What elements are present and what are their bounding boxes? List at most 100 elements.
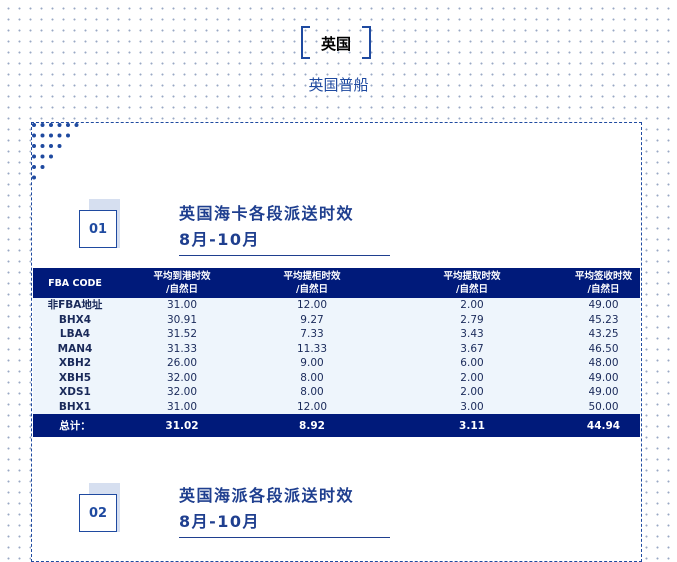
table-cell: 3.67 (377, 341, 567, 356)
decor-dot (32, 165, 36, 169)
table-row: XDS1 32.00 8.00 2.00 49.00 (33, 385, 640, 400)
table-cell: 8.00 (247, 385, 377, 400)
column-header-line: 平均签收时效 (574, 271, 632, 282)
decor-dot (49, 133, 53, 138)
section-title: 英国海卡各段派送时效 8月-10月 (179, 201, 390, 256)
table-row: 非FBA地址 31.00 12.00 2.00 49.00 (33, 298, 640, 313)
table-cell: 3.43 (377, 327, 567, 342)
table-row: LBA4 31.52 7.33 3.43 43.25 (33, 327, 640, 342)
table-cell: 26.00 (117, 356, 247, 371)
table-cell: 43.25 (567, 327, 640, 342)
table-cell: 31.00 (117, 399, 247, 414)
table-row: XBH2 26.00 9.00 6.00 48.00 (33, 356, 640, 371)
decor-dot (40, 144, 45, 148)
table-cell: BHX1 (33, 399, 117, 414)
table-cell: 2.00 (377, 298, 567, 313)
table-cell: 31.52 (117, 327, 247, 342)
table-cell: 12.00 (247, 399, 377, 414)
table-cell: 32.00 (117, 385, 247, 400)
table-cell: 2.00 (377, 370, 567, 385)
decor-dot (74, 123, 79, 127)
column-header-line: /自然日 (296, 284, 328, 295)
decor-dot (57, 133, 62, 138)
column-header-line: 平均到港时效 (153, 271, 211, 282)
table-row: BHX4 30.91 9.27 2.79 45.23 (33, 312, 640, 327)
decor-dot (49, 154, 53, 159)
section-number: 01 (79, 210, 117, 248)
total-cell: 总计： (33, 414, 117, 437)
table-cell: BHX4 (33, 312, 117, 327)
region-header: 英国 (301, 26, 371, 59)
table-cell: 32.00 (117, 370, 247, 385)
page-title: 英国 (320, 35, 351, 53)
decor-dot (32, 123, 36, 127)
decor-dot (32, 154, 36, 159)
table-cell: 2.00 (377, 385, 567, 400)
table-row: MAN4 31.33 11.33 3.67 46.50 (33, 341, 640, 356)
table-cell: 49.00 (567, 385, 640, 400)
decor-dot (49, 144, 53, 148)
table-cell: 31.33 (117, 341, 247, 356)
table-cell: LBA4 (33, 327, 117, 342)
decor-dot (32, 175, 36, 180)
section-title: 英国海派各段派送时效 8月-10月 (179, 483, 390, 538)
decor-dot (66, 123, 70, 127)
total-cell: 44.94 (567, 414, 640, 437)
table-cell: 非FBA地址 (33, 298, 117, 313)
column-header-line: /自然日 (587, 284, 620, 295)
content-card: 01 英国海卡各段派送时效 8月-10月 FBA CODE 平均到港时效/自然日平… (31, 122, 642, 562)
table-cell: 50.00 (567, 399, 640, 414)
column-header: 平均签收时效/自然日 (567, 268, 640, 298)
bracket-left (301, 26, 310, 59)
section-title-text: 英国海派各段派送时效 (179, 486, 355, 505)
total-cell: 8.92 (247, 414, 377, 437)
section-period: 8月-10月 (179, 230, 261, 249)
delivery-time-table: FBA CODE 平均到港时效/自然日 平均提柜时效/自然日 平均提取时效/自然日 平均… (33, 268, 640, 437)
column-header-line: /自然日 (166, 284, 198, 295)
decor-dot (49, 123, 53, 127)
decor-dot (57, 123, 62, 127)
decor-dot (40, 154, 45, 159)
decor-dot (32, 144, 36, 148)
section-period: 8月-10月 (179, 512, 261, 531)
table-cell: 31.00 (117, 298, 247, 313)
column-header: FBA CODE (33, 268, 117, 298)
column-header: 平均到港时效/自然日 (117, 268, 247, 298)
table-cell: 6.00 (377, 356, 567, 371)
decor-dot (66, 133, 70, 138)
decor-dot (32, 133, 36, 138)
table-cell: XBH5 (33, 370, 117, 385)
table-row: XBH5 32.00 8.00 2.00 49.00 (33, 370, 640, 385)
table-cell: 12.00 (247, 298, 377, 313)
column-header-line: FBA CODE (48, 277, 102, 289)
decor-dot (40, 165, 45, 169)
table-cell: XDS1 (33, 385, 117, 400)
total-cell: 31.02 (117, 414, 247, 437)
column-header-line: /自然日 (456, 284, 488, 295)
table-cell: 45.23 (567, 312, 640, 327)
table-cell: 48.00 (567, 356, 640, 371)
table-cell: XBH2 (33, 356, 117, 371)
column-header: 平均提柜时效/自然日 (247, 268, 377, 298)
bracket-right (362, 26, 371, 59)
table-cell: 2.79 (377, 312, 567, 327)
section-number: 02 (79, 494, 117, 532)
table-cell: 9.27 (247, 312, 377, 327)
section-title-text: 英国海卡各段派送时效 (179, 204, 355, 223)
total-cell: 3.11 (377, 414, 567, 437)
column-header-line: 平均提柜时效 (283, 271, 341, 282)
table-cell: 49.00 (567, 370, 640, 385)
page-subtitle: 英国普船 (308, 76, 369, 94)
column-header-line: 平均提取时效 (443, 271, 501, 282)
table-cell: 30.91 (117, 312, 247, 327)
table-cell: 46.50 (567, 341, 640, 356)
total-row: 总计： 31.02 8.92 3.11 44.94 (33, 414, 640, 437)
table-cell: 49.00 (567, 298, 640, 313)
dot-corner-decoration (32, 123, 79, 180)
decor-dot (40, 133, 45, 138)
table-cell: 3.00 (377, 399, 567, 414)
table-cell: 7.33 (247, 327, 377, 342)
table-row: BHX1 31.00 12.00 3.00 50.00 (33, 399, 640, 414)
decor-dot (57, 144, 62, 148)
table-cell: 11.33 (247, 341, 377, 356)
